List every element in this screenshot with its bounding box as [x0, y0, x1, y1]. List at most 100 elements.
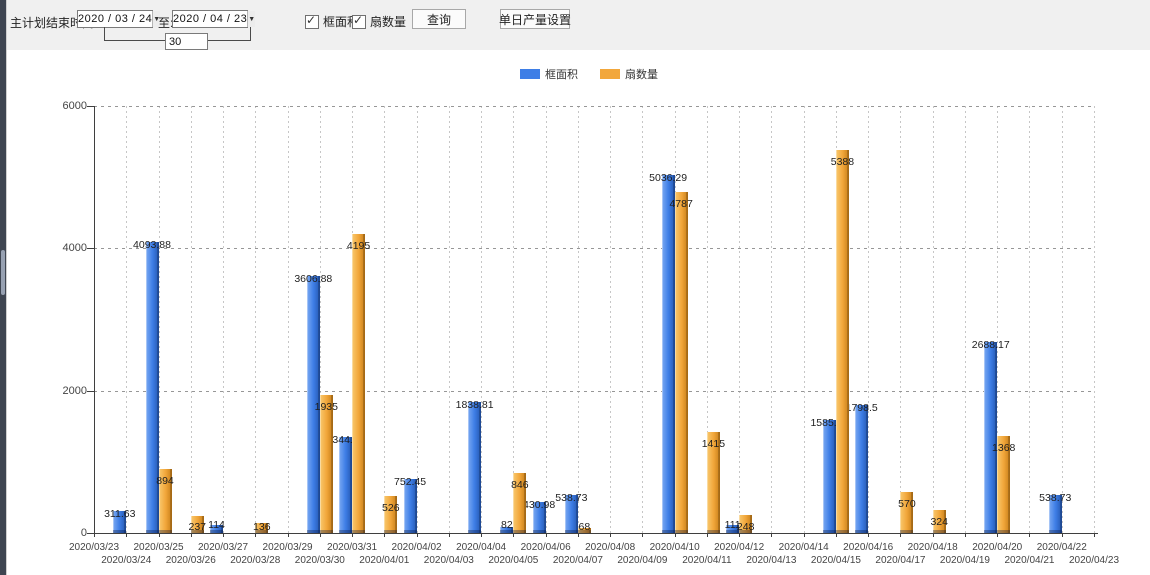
x-axis-label: 2020/04/07	[552, 555, 603, 566]
gridline-vertical	[1061, 106, 1063, 533]
x-axis-label: 2020/03/31	[327, 542, 378, 553]
chevron-down-icon[interactable]: ▼	[247, 11, 256, 27]
gridline-vertical	[868, 106, 870, 533]
x-axis-tick	[577, 533, 579, 537]
daily-output-settings-button[interactable]: 单日产量设置	[499, 9, 571, 29]
x-axis-label: 2020/03/28	[230, 555, 281, 566]
gridline-vertical	[287, 106, 289, 533]
bar-frame-area-2020/04/07	[564, 494, 578, 533]
x-axis-label: 2020/03/27	[198, 542, 249, 553]
legend-swatch-sash-count	[600, 69, 620, 79]
x-axis-tick	[223, 533, 225, 537]
bar-frame-area-2020/04/12	[726, 525, 740, 533]
bar-value-frame-area-2020/04/22: 538.73	[1039, 491, 1072, 504]
x-axis-tick	[610, 533, 612, 537]
connector-line	[250, 27, 251, 41]
x-axis-label: 2020/03/29	[262, 542, 313, 553]
legend-item-sash-count: 扇数量	[600, 66, 658, 82]
bar-value-sash-count-2020/03/31: 4195	[346, 240, 371, 253]
x-axis-label: 2020/04/18	[907, 542, 958, 553]
bar-value-frame-area-2020/03/27: 114	[208, 519, 225, 531]
x-axis-label: 2020/04/23	[1068, 555, 1120, 566]
bar-sash-count-2020/04/01	[384, 495, 398, 533]
bar-value-sash-count-2020/04/17: 570	[898, 498, 916, 511]
bar-frame-area-2020/04/15	[822, 420, 836, 533]
gridline-vertical	[448, 106, 450, 533]
sash-count-checkbox[interactable]: ✓ 扇数量	[352, 13, 406, 30]
bar-value-sash-count-2020/04/20: 1368	[992, 441, 1016, 454]
chevron-down-icon[interactable]: ▼	[152, 11, 161, 27]
bar-frame-area-2020/04/05	[500, 527, 514, 533]
bar-frame-area-2020/04/20	[984, 341, 998, 533]
to-label: 至:	[158, 16, 174, 30]
bar-frame-area-2020/04/02	[403, 479, 417, 533]
date-from-picker[interactable]: 2020 / 03 / 24 ▼	[77, 10, 161, 28]
bar-sash-count-2020/03/25	[158, 469, 172, 533]
x-axis-label: 2020/04/08	[585, 542, 636, 553]
x-axis-line	[94, 533, 1098, 534]
bar-sash-count-2020/04/20	[997, 435, 1011, 533]
connector-line	[204, 40, 251, 41]
bar-sash-count-2020/04/11	[706, 432, 720, 533]
bar-sash-count-2020/04/18	[932, 509, 946, 533]
x-axis-label: 2020/04/12	[714, 542, 765, 553]
gridline-vertical	[255, 106, 257, 533]
legend-item-frame-area: 框面积	[520, 66, 578, 82]
bar-value-sash-count-2020/04/05: 846	[511, 478, 529, 491]
gridline-vertical	[416, 106, 418, 533]
checkbox-box[interactable]: ✓	[352, 13, 366, 29]
x-axis-label: 2020/03/26	[165, 555, 216, 566]
x-axis-tick	[674, 533, 676, 537]
y-axis-line	[94, 106, 95, 534]
bar-value-sash-count-2020/04/18: 324	[930, 515, 948, 528]
bar-sash-count-2020/03/31	[352, 234, 366, 533]
bar-frame-area-2020/03/27	[210, 524, 224, 533]
days-offset-input[interactable]	[165, 33, 208, 50]
legend-swatch-frame-area	[520, 69, 540, 79]
gridline-vertical	[577, 106, 579, 533]
x-axis-tick	[352, 533, 354, 537]
x-axis-tick	[94, 533, 95, 537]
query-button[interactable]: 查询	[412, 9, 466, 29]
frame-area-checkbox[interactable]: ✓ 框面积	[305, 13, 359, 30]
x-axis-tick	[771, 533, 773, 537]
x-axis-tick	[964, 533, 966, 537]
bar-value-frame-area-2020/04/07: 538.73	[555, 491, 588, 504]
x-axis-tick	[384, 533, 386, 537]
bar-frame-area-2020/04/10	[661, 174, 675, 533]
frame-area-checkbox-label: 框面积	[323, 15, 360, 29]
gridline-vertical	[545, 106, 547, 533]
left-edge-panel	[0, 0, 6, 575]
x-axis-label: 2020/04/22	[1036, 542, 1087, 553]
x-axis-label: 2020/03/30	[294, 555, 345, 566]
x-axis-tick	[190, 533, 192, 537]
date-to-picker[interactable]: 2020 / 04 / 23 ▼	[172, 10, 256, 28]
bar-value-frame-area-2020/03/25: 4093.88	[133, 238, 171, 251]
connector-line	[104, 27, 105, 41]
left-scrollbar-thumb[interactable]	[1, 250, 5, 295]
y-axis-label: 4000	[62, 242, 87, 255]
checkbox-box[interactable]: ✓	[305, 13, 319, 29]
bar-frame-area-2020/04/22	[1048, 494, 1062, 533]
bar-value-sash-count-2020/04/12: 248	[736, 521, 755, 533]
bar-frame-area-2020/04/16	[855, 405, 869, 533]
x-axis-label: 2020/04/06	[520, 542, 571, 553]
gridline-vertical	[190, 106, 192, 533]
bar-sash-count-2020/04/17	[900, 492, 914, 533]
gridline-vertical	[1029, 106, 1031, 533]
bar-value-frame-area-2020/04/05: 82	[501, 519, 513, 531]
x-axis-label: 2020/04/10	[649, 542, 700, 553]
date-to-value: 2020 / 04 / 23	[173, 13, 248, 25]
x-axis-label: 2020/04/17	[875, 555, 926, 566]
gridline-vertical	[384, 106, 386, 533]
y-axis-tick	[87, 533, 94, 534]
bar-value-sash-count-2020/03/28: 136	[253, 521, 271, 533]
x-axis-label: 2020/04/04	[456, 542, 507, 553]
x-axis-label: 2020/04/02	[391, 542, 442, 553]
x-axis-label: 2020/04/15	[810, 555, 861, 566]
bar-sash-count-2020/04/10	[674, 192, 688, 533]
x-axis-tick	[1094, 533, 1095, 537]
x-axis-label: 2020/03/24	[101, 555, 152, 566]
x-axis-tick	[835, 533, 837, 537]
gridline-vertical	[513, 106, 515, 533]
